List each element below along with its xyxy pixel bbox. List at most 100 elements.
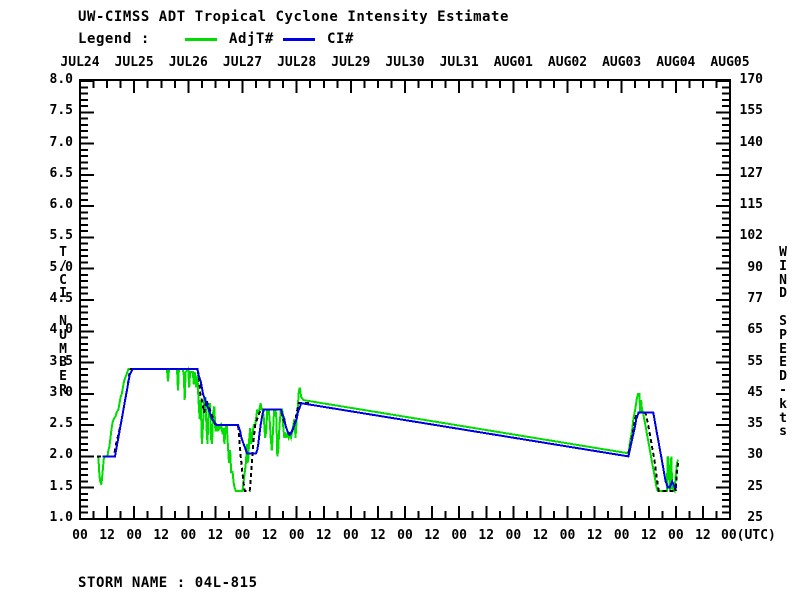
x-axis-bottom-label-1: 12: [99, 528, 115, 543]
x-axis-top-label-JUL30: JUL30: [385, 55, 425, 70]
y-left-axis-title-char-0: T: [59, 245, 67, 260]
y-right-axis-title-char-7: E: [779, 341, 787, 357]
y-right-label-8: 65: [747, 322, 763, 338]
storm-name: STORM NAME : 04L-815: [78, 575, 258, 591]
y-left-label-1.0: 1.0: [49, 510, 73, 525]
x-axis-top-label-JUL24: JUL24: [60, 55, 100, 70]
y-right-label-10: 45: [747, 384, 763, 400]
y-left-label-4.5: 4.5: [49, 291, 73, 306]
y-right-label-9: 55: [747, 353, 763, 369]
x-axis-top-label-JUL29: JUL29: [331, 55, 371, 70]
y-right-axis-title-char-13: s: [779, 424, 787, 440]
series-ci: [102, 367, 677, 489]
y-left-axis-title-char-9: E: [59, 369, 67, 385]
y-left-axis-title-char-2: C: [59, 272, 67, 288]
x-axis-top-label-JUL27: JUL27: [222, 55, 263, 70]
y-right-axis-title-char-0: W: [779, 245, 787, 260]
ci-line-swatch: [283, 38, 315, 41]
x-axis-bottom-label-22: 00: [668, 528, 684, 543]
y-right-axis-title-char-10: -: [779, 383, 787, 398]
y-right-label-14: 25: [747, 510, 763, 525]
x-axis-bottom-label-19: 12: [586, 528, 603, 543]
y-right-axis-title-char-5: S: [779, 314, 787, 329]
x-axis-bottom-label-9: 12: [315, 528, 332, 543]
y-left-axis-title-char-10: R: [59, 383, 67, 398]
y-right-axis-title-char-11: k: [779, 396, 787, 412]
x-axis-bottom-label-2: 00: [126, 528, 142, 543]
y-left-label-6.0: 6.0: [49, 197, 73, 213]
x-axis-bottom-label-4: 00: [180, 528, 197, 543]
x-axis-top-label-AUG01: AUG01: [493, 55, 533, 70]
y-right-label-6: 90: [747, 259, 763, 275]
y-right-axis-title-char-8: E: [779, 355, 787, 371]
y-left-label-7.5: 7.5: [49, 103, 73, 119]
y-left-label-3.5: 3.5: [49, 353, 73, 369]
y-left-label-2.5: 2.5: [49, 416, 73, 432]
y-left-axis-title-char-6: U: [59, 327, 67, 343]
y-right-label-11: 35: [747, 416, 763, 432]
x-axis-bottom-label-8: 00: [288, 528, 305, 543]
y-right-label-7: 77: [747, 291, 763, 306]
y-right-label-12: 30: [747, 447, 763, 463]
y-left-axis-title-char-5: N: [59, 314, 67, 329]
y-left-label-1.5: 1.5: [49, 478, 73, 494]
y-left-label-7.0: 7.0: [49, 134, 73, 150]
x-axis-top-label-JUL28: JUL28: [277, 55, 317, 70]
x-axis-top-label-AUG05: AUG05: [710, 55, 750, 70]
x-axis-bottom-label-13: 12: [424, 528, 440, 543]
y-left-axis-title-char-3: I: [59, 286, 67, 302]
legend-label: Legend :: [78, 31, 150, 47]
x-axis-top-label-AUG02: AUG02: [547, 55, 588, 70]
x-axis-bottom-label-15: 12: [478, 528, 495, 543]
x-axis-bottom-label-12: 00: [397, 528, 413, 543]
x-axis-top-label-AUG03: AUG03: [602, 55, 642, 70]
x-axis-bottom-label-10: 00: [343, 528, 359, 543]
x-axis-bottom-label-6: 00: [234, 528, 251, 543]
x-axis-bottom-label-14: 00: [451, 528, 467, 543]
x-axis-bottom-label-utc: 00(UTC): [721, 528, 776, 543]
y-left-label-4.0: 4.0: [49, 322, 73, 338]
x-axis-bottom-label-0: 00: [72, 528, 88, 543]
y-right-label-1: 155: [739, 103, 763, 119]
y-right-axis-title-char-1: I: [779, 258, 787, 274]
legend-item-adjt-label: AdjT#: [229, 31, 274, 47]
series-adjt: [96, 366, 680, 494]
y-left-label-2.0: 2.0: [49, 447, 73, 463]
adjt-line-swatch: [185, 38, 217, 41]
page-title: UW-CIMSS ADT Tropical Cyclone Intensity …: [78, 9, 509, 25]
x-axis-top-label-JUL31: JUL31: [439, 55, 479, 70]
y-right-label-0: 170: [739, 72, 763, 87]
y-left-label-5.5: 5.5: [49, 228, 73, 244]
y-left-label-6.5: 6.5: [49, 165, 73, 181]
y-left-axis-title-char-7: M: [59, 341, 67, 357]
x-axis-bottom-label-3: 12: [153, 528, 170, 543]
y-right-label-13: 25: [747, 478, 763, 494]
y-left-label-5.0: 5.0: [49, 259, 73, 275]
x-axis-bottom-label-17: 12: [532, 528, 549, 543]
y-left-axis-title-char-8: B: [59, 355, 67, 371]
x-axis-bottom-label-11: 12: [370, 528, 386, 543]
y-right-axis-title-char-2: N: [779, 272, 787, 288]
x-axis-bottom-label-21: 12: [640, 528, 657, 543]
x-axis-bottom-label-20: 00: [613, 528, 630, 543]
y-left-label-8.0: 8.0: [49, 72, 73, 87]
x-axis-bottom-label-23: 12: [695, 528, 711, 543]
y-right-label-5: 102: [739, 228, 763, 244]
y-right-axis-title-char-6: P: [779, 327, 787, 343]
x-axis-top-label-AUG04: AUG04: [656, 55, 696, 70]
x-axis-top-label-JUL26: JUL26: [168, 55, 208, 70]
y-right-label-2: 140: [739, 134, 763, 150]
y-right-label-3: 127: [739, 165, 763, 181]
y-right-axis-title-char-3: D: [779, 286, 787, 302]
x-axis-bottom-label-18: 00: [559, 528, 576, 543]
series-finalt: [96, 367, 311, 492]
y-left-label-3.0: 3.0: [49, 384, 73, 400]
x-axis-bottom-label-7: 12: [261, 528, 278, 543]
y-right-label-4: 115: [739, 197, 763, 213]
x-axis-bottom-label-5: 12: [207, 528, 224, 543]
legend-item-ci-label: CI#: [327, 31, 354, 47]
y-right-axis-title-char-9: D: [779, 369, 787, 385]
y-right-axis-title-char-12: t: [779, 410, 787, 426]
